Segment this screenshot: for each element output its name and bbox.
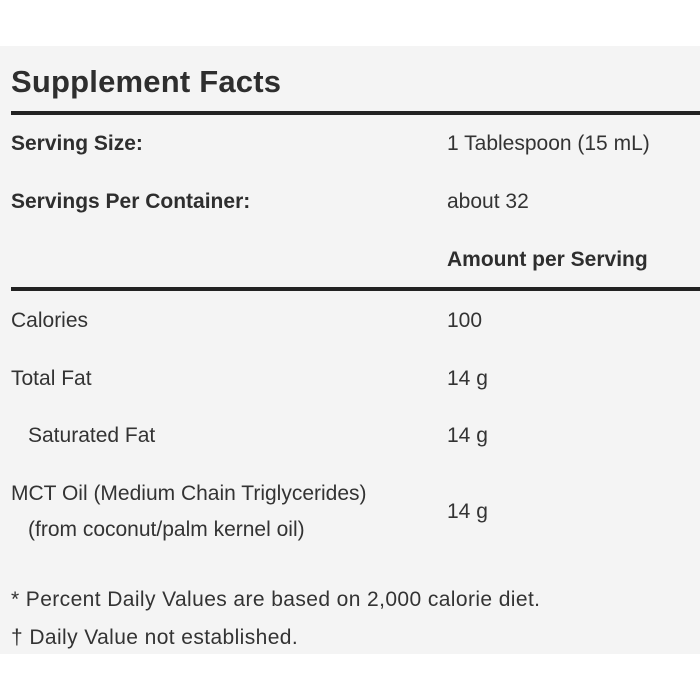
serving-size-label: Serving Size:	[11, 132, 143, 155]
footnote-not-established: † Daily Value not established.	[11, 626, 299, 649]
panel-title: Supplement Facts	[11, 64, 282, 99]
nutrient-name: Calories	[11, 309, 89, 332]
nutrient-name: Saturated Fat	[28, 424, 156, 447]
nutrient-amount: 14 g	[447, 500, 488, 523]
footnote-daily-values: * Percent Daily Values are based on 2,00…	[11, 588, 541, 611]
nutrient-amount: 14 g	[447, 367, 488, 390]
servings-per-container-label: Servings Per Container:	[11, 190, 251, 213]
servings-per-container-value: about 32	[447, 190, 529, 213]
amount-per-serving-header: Amount per Serving	[447, 248, 648, 271]
header-divider	[11, 111, 700, 115]
table-divider	[11, 287, 700, 291]
nutrient-amount: 100	[447, 309, 483, 332]
supplement-facts-panel: Supplement Facts Serving Size: 1 Tablesp…	[0, 46, 700, 654]
nutrient-source-note: (from coconut/palm kernel oil)	[28, 518, 305, 541]
nutrient-amount: 14 g	[447, 424, 488, 447]
nutrient-name: Total Fat	[11, 367, 92, 390]
serving-size-value: 1 Tablespoon (15 mL)	[447, 132, 650, 155]
nutrient-name: MCT Oil (Medium Chain Triglycerides)	[11, 482, 367, 505]
